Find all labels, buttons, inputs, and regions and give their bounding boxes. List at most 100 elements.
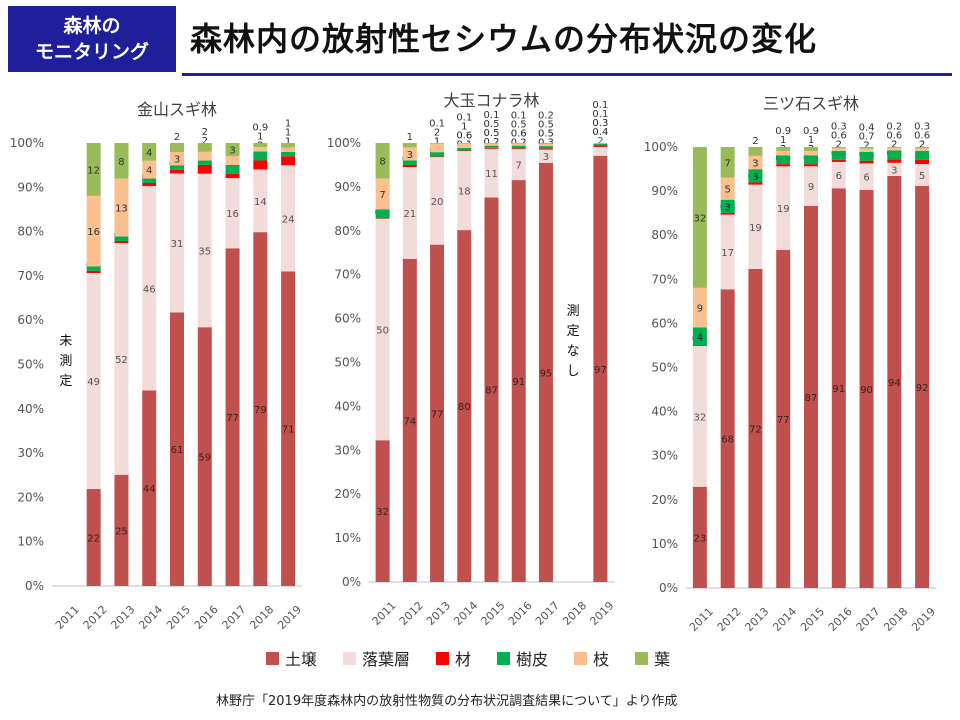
bar-segment <box>831 147 846 149</box>
x-tick-label: 2016 <box>192 603 221 632</box>
bar-segment <box>484 197 499 583</box>
legend-label-leaf: 葉 <box>654 650 671 669</box>
data-label: 6 <box>863 173 869 184</box>
bar-segment <box>114 240 129 244</box>
bar-segment <box>225 178 240 249</box>
data-label: 3 <box>543 152 549 163</box>
legend-item-bark: 樹皮 <box>497 646 548 670</box>
x-tick-label: 2016 <box>826 605 855 634</box>
bar-segment <box>430 152 445 157</box>
data-label: 46 <box>143 284 156 295</box>
y-tick-label: 0% <box>342 575 361 589</box>
data-label: 0.6 <box>914 131 930 142</box>
data-label: 61 <box>171 445 184 456</box>
bar-segment <box>225 173 240 179</box>
y-tick-label: 70% <box>651 272 678 286</box>
bar-segment <box>402 167 417 259</box>
y-tick-label: 80% <box>334 224 361 238</box>
bar-segment <box>804 155 818 165</box>
data-label: 16 <box>226 209 239 220</box>
bar-segment <box>484 143 499 146</box>
bar-segment <box>804 147 818 151</box>
bar-segment <box>114 474 129 586</box>
x-tick-label: 2018 <box>247 603 276 632</box>
legend-swatch-leaf <box>635 651 649 665</box>
bar-segment <box>748 169 763 183</box>
legend-item-leaf: 葉 <box>635 646 670 670</box>
x-tick-label: 2014 <box>770 605 799 634</box>
data-label: 1 <box>434 137 440 148</box>
data-label: 0.3 <box>831 122 847 133</box>
annotation-char: 定 <box>567 324 580 339</box>
data-label: 6 <box>836 171 842 182</box>
data-label: 0.5 <box>484 128 500 139</box>
annotation-char: し <box>567 364 580 379</box>
x-tick-label: 2011 <box>370 599 399 628</box>
y-tick-label: 50% <box>17 358 44 372</box>
badge-line-2: モニタリング <box>34 41 149 63</box>
bar-segment <box>142 182 157 187</box>
data-label: 0.2 <box>538 110 554 121</box>
data-label: 3 <box>891 165 897 176</box>
title-underline <box>182 73 952 76</box>
data-label: 72 <box>749 424 762 435</box>
bar-segment <box>375 218 390 441</box>
legend-label-soil: 土壌 <box>285 650 318 669</box>
data-label: 3 <box>752 172 758 183</box>
bar-segment <box>114 178 129 237</box>
bar-segment <box>197 173 212 328</box>
bar-segment <box>915 147 930 149</box>
bar-segment <box>720 199 735 213</box>
data-label: 4 <box>146 166 152 177</box>
bar-segment <box>804 166 818 206</box>
bar-segment <box>720 214 735 290</box>
data-label: 0.3 <box>538 137 554 148</box>
data-label: 71 <box>282 425 295 436</box>
data-label: 0.2 <box>886 121 902 132</box>
legend-item-soil: 土壌 <box>266 646 317 670</box>
bar-segment <box>692 345 707 487</box>
bar-segment <box>402 164 417 168</box>
bar-segment <box>170 173 184 313</box>
data-label: 77 <box>431 409 444 420</box>
data-label: 22 <box>87 534 100 545</box>
bar-segment <box>281 271 296 586</box>
bar-segment <box>402 147 417 161</box>
bar-segment <box>402 143 417 148</box>
data-label: 7 <box>516 161 522 172</box>
x-tick-label: 2013 <box>424 599 453 628</box>
y-tick-label: 20% <box>17 490 44 504</box>
bar-segment <box>375 143 390 179</box>
bar-segment <box>748 268 763 588</box>
bar-segment <box>170 169 184 174</box>
data-label: 7 <box>724 158 730 169</box>
bar-segment <box>748 147 763 156</box>
bar-segment <box>114 236 129 241</box>
bar-segment <box>114 143 129 179</box>
bar-segment <box>887 147 902 151</box>
bar-segment <box>86 266 101 271</box>
data-label: 0.4 <box>592 127 608 138</box>
bar-segment <box>720 147 735 178</box>
bar-segment <box>281 151 296 157</box>
bar-segment <box>402 258 417 582</box>
data-label: 0.3 <box>914 122 930 133</box>
y-tick-label: 80% <box>651 228 678 242</box>
bar-segment <box>511 149 526 181</box>
bar-segment <box>692 327 707 346</box>
data-label: 23 <box>694 533 707 544</box>
bar-segment <box>776 164 791 167</box>
bar-segment <box>142 178 157 183</box>
bar-segment <box>457 230 472 582</box>
x-tick-label: 2011 <box>53 603 82 632</box>
data-label: 91 <box>832 384 845 395</box>
data-label: 91 <box>512 377 525 388</box>
bar-segment <box>748 184 763 269</box>
bar-segment <box>457 143 472 148</box>
data-label: 2 <box>919 140 925 151</box>
bar-segment <box>484 147 499 149</box>
legend-label-litter: 落葉層 <box>362 650 411 669</box>
data-label: 0.5 <box>538 119 554 130</box>
bar-segment <box>281 143 296 148</box>
bar-segment <box>776 155 791 165</box>
